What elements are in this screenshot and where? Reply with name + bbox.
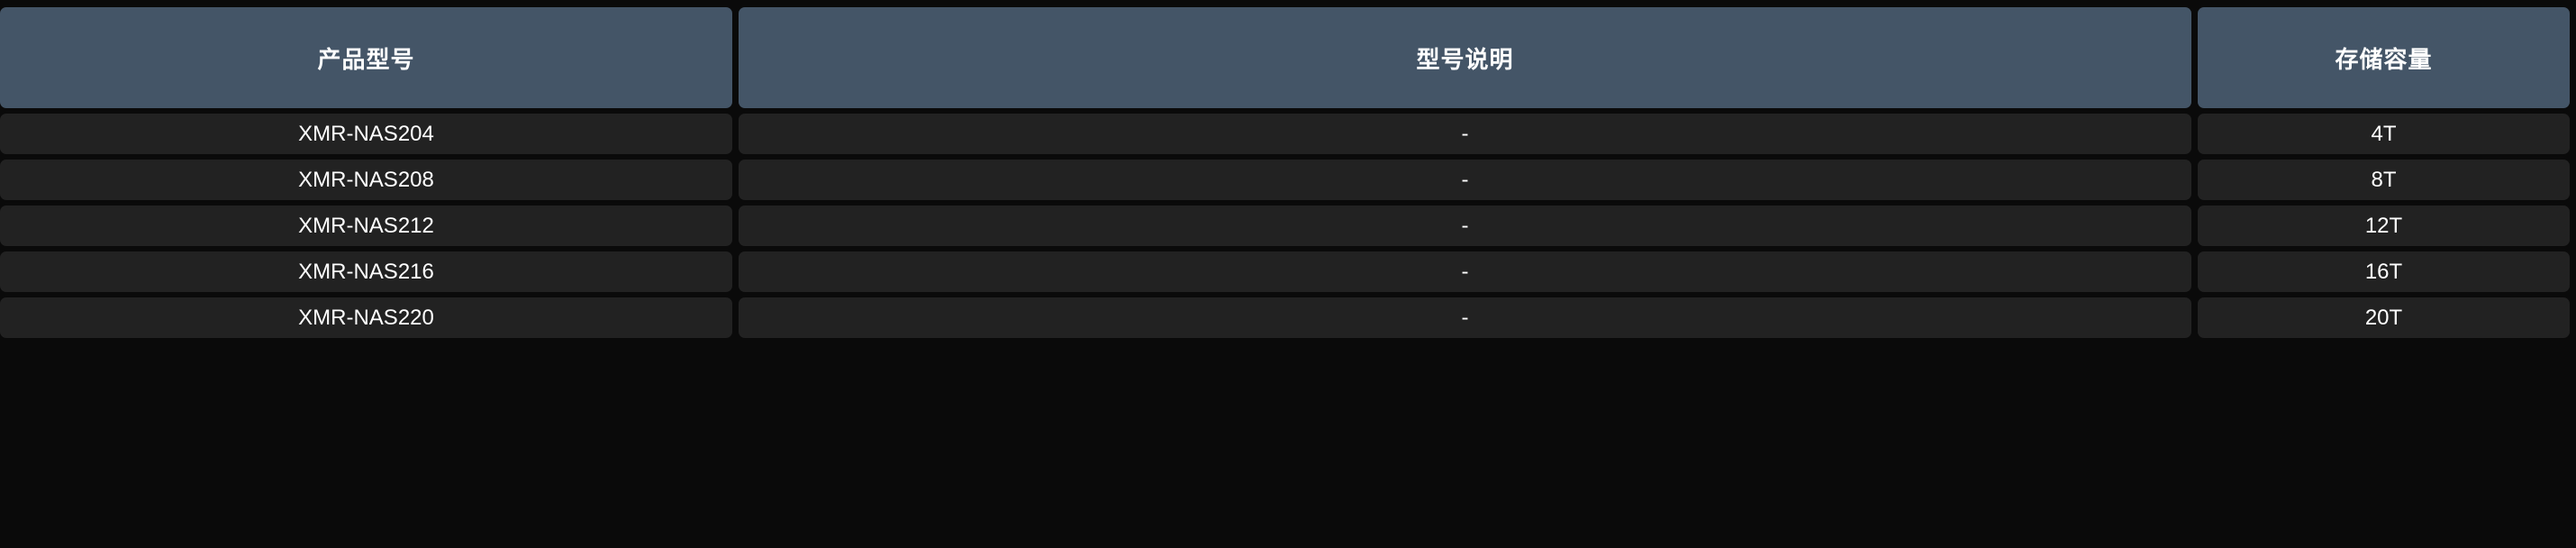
table-header-row: 产品型号 型号说明 存储容量 — [0, 7, 2576, 108]
cell-product-model: XMR-NAS212 — [0, 206, 732, 246]
cell-storage-capacity: 8T — [2198, 160, 2570, 200]
cell-model-description: - — [739, 297, 2191, 338]
column-header-product-model: 产品型号 — [0, 7, 732, 108]
cell-product-model: XMR-NAS216 — [0, 251, 732, 292]
cell-storage-capacity: 4T — [2198, 114, 2570, 154]
table-row: XMR-NAS220 - 20T — [0, 297, 2576, 338]
cell-model-description: - — [739, 206, 2191, 246]
cell-model-description: - — [739, 251, 2191, 292]
column-header-model-description: 型号说明 — [739, 7, 2191, 108]
cell-model-description: - — [739, 160, 2191, 200]
cell-product-model: XMR-NAS220 — [0, 297, 732, 338]
cell-model-description: - — [739, 114, 2191, 154]
cell-storage-capacity: 20T — [2198, 297, 2570, 338]
table-row: XMR-NAS216 - 16T — [0, 251, 2576, 292]
column-header-storage-capacity: 存储容量 — [2198, 7, 2570, 108]
cell-product-model: XMR-NAS208 — [0, 160, 732, 200]
cell-product-model: XMR-NAS204 — [0, 114, 732, 154]
cell-storage-capacity: 12T — [2198, 206, 2570, 246]
table-row: XMR-NAS208 - 8T — [0, 160, 2576, 200]
cell-storage-capacity: 16T — [2198, 251, 2570, 292]
table-row: XMR-NAS204 - 4T — [0, 114, 2576, 154]
table-row: XMR-NAS212 - 12T — [0, 206, 2576, 246]
